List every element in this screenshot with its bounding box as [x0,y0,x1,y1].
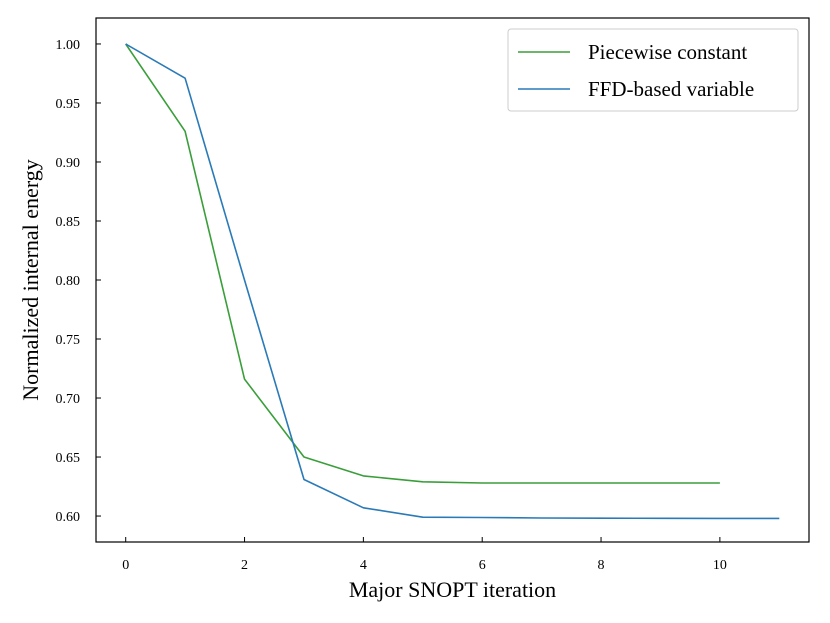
series-line-piecewise-constant [125,43,720,484]
legend: Piecewise constant FFD-based variable [507,28,799,112]
x-tick-label: 0 [122,558,129,573]
y-tick-label: 0.90 [56,156,81,171]
y-axis: 0.60 0.65 0.70 0.75 0.80 0.85 0.90 0.95 1.00 [56,38,101,525]
x-tick-label: 2 [241,558,248,573]
y-tick-label: 0.95 [56,97,81,112]
y-tick-label: 0.65 [56,451,81,466]
x-tick-label: 10 [713,558,727,573]
x-tick-label: 8 [598,558,605,573]
y-axis-title: Normalized internal energy [18,159,43,401]
legend-label-ffd-based-variable: FFD-based variable [588,77,754,101]
x-axis-title: Major SNOPT iteration [349,577,556,602]
y-tick-label: 0.60 [56,510,81,525]
legend-label-piecewise-constant: Piecewise constant [588,40,747,64]
series-layer [125,43,780,520]
y-tick-label: 0.70 [56,392,81,407]
y-tick-label: 0.75 [56,333,81,348]
legend-box [507,28,799,112]
series-line-ffd-based-variable [125,43,780,520]
plot-frame [95,17,810,543]
x-tick-label: 4 [360,558,367,573]
y-tick-label: 1.00 [56,38,81,53]
y-tick-label: 0.80 [56,274,81,289]
y-tick-label: 0.85 [56,215,81,230]
x-axis: 0 2 4 6 8 10 [122,537,727,573]
x-tick-label: 6 [479,558,486,573]
